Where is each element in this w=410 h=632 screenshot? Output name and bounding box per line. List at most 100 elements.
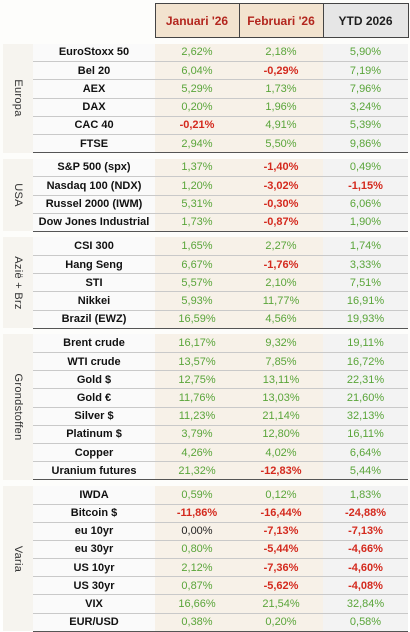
value-januari: 6,04% bbox=[155, 61, 239, 81]
value-januari: -11,86% bbox=[155, 504, 239, 523]
table-row: US 10yr 2,12% -7,36% -4,60% bbox=[3, 558, 408, 578]
group-label-cell: Europa bbox=[3, 43, 33, 153]
instrument-name: Gold $ bbox=[33, 370, 155, 390]
table-row: FTSE 2,94% 5,50% 9,86% bbox=[3, 134, 408, 154]
value-januari: 13,57% bbox=[155, 352, 239, 372]
value-januari: 0,80% bbox=[155, 540, 239, 560]
instrument-name: CAC 40 bbox=[33, 116, 155, 135]
value-februari: -5,44% bbox=[239, 540, 323, 560]
table-row: CAC 40 -0,21% 4,91% 5,39% bbox=[3, 116, 408, 135]
group-label: USA bbox=[12, 183, 24, 207]
value-ytd: 7,19% bbox=[323, 61, 408, 81]
value-januari: -0,21% bbox=[155, 116, 239, 135]
value-februari: 13,11% bbox=[239, 370, 323, 390]
table-row: AEX 5,29% 1,73% 7,96% bbox=[3, 79, 408, 99]
value-januari: 16,17% bbox=[155, 334, 239, 354]
table-row: Gold €11,76% 13,03% 21,60% bbox=[3, 388, 408, 408]
value-februari: -3,02% bbox=[239, 176, 323, 196]
value-januari: 16,66% bbox=[155, 594, 239, 614]
header-row: Januari '26 Februari '26 YTD 2026 bbox=[3, 3, 409, 38]
value-ytd: 0,49% bbox=[323, 158, 408, 178]
value-ytd: -24,88% bbox=[323, 504, 408, 523]
group-label: Europa bbox=[12, 79, 24, 117]
value-februari: 1,73% bbox=[239, 79, 323, 99]
value-januari: 12,75% bbox=[155, 370, 239, 390]
value-februari: -1,40% bbox=[239, 158, 323, 178]
value-januari: 5,93% bbox=[155, 291, 239, 311]
table-row: US 30yr 0,87% -5,62% -4,08% bbox=[3, 576, 408, 596]
value-januari: 21,32% bbox=[155, 461, 239, 481]
instrument-name: FTSE bbox=[33, 134, 155, 154]
group-label-cell: USA bbox=[3, 158, 33, 232]
value-ytd: 16,72% bbox=[323, 352, 408, 372]
value-januari: 1,20% bbox=[155, 176, 239, 196]
value-februari: 2,10% bbox=[239, 273, 323, 293]
instrument-name: Copper bbox=[33, 443, 155, 463]
table-row: Azië + Brz CSI 300 1,65% 2,27% 1,74% bbox=[3, 237, 408, 329]
value-februari: 13,03% bbox=[239, 388, 323, 408]
value-ytd: -4,08% bbox=[323, 576, 408, 596]
value-februari: 7,85% bbox=[239, 352, 323, 372]
value-ytd: 5,90% bbox=[323, 43, 408, 63]
value-januari: 0,38% bbox=[155, 613, 239, 632]
value-januari: 2,94% bbox=[155, 134, 239, 154]
instrument-name: US 10yr bbox=[33, 558, 155, 578]
value-februari: 4,91% bbox=[239, 116, 323, 135]
instrument-name: Nikkei bbox=[33, 291, 155, 311]
table-row: eu 30yr 0,80% -5,44% -4,66% bbox=[3, 540, 408, 560]
table-body: Europa EuroStoxx 50 2,62% 2,18% 5,90% Bel 20 6… bbox=[3, 43, 408, 632]
header-januari: Januari '26 bbox=[154, 3, 240, 38]
value-januari: 1,73% bbox=[155, 213, 239, 232]
value-januari: 0,87% bbox=[155, 576, 239, 596]
value-februari: 2,18% bbox=[239, 43, 323, 63]
group-label-cell: Azië + Brz bbox=[3, 237, 33, 329]
value-februari: 11,77% bbox=[239, 291, 323, 311]
value-februari: 1,96% bbox=[239, 98, 323, 117]
value-januari: 5,29% bbox=[155, 79, 239, 99]
table-row: Silver $11,23% 21,14% 32,13% bbox=[3, 407, 408, 426]
value-januari: 5,31% bbox=[155, 195, 239, 214]
instrument-name: eu 30yr bbox=[33, 540, 155, 560]
value-februari: -0,87% bbox=[239, 213, 323, 232]
value-ytd: 19,11% bbox=[323, 334, 408, 354]
table-row: Brazil (EWZ) 16,59% 4,56% 19,93% bbox=[3, 310, 408, 329]
value-ytd: 3,33% bbox=[323, 255, 408, 275]
value-januari: 0,00% bbox=[155, 522, 239, 541]
value-ytd: 6,06% bbox=[323, 195, 408, 214]
value-ytd: -7,13% bbox=[323, 522, 408, 541]
value-januari: 2,12% bbox=[155, 558, 239, 578]
table-row: VIX 16,66% 21,54% 32,84% bbox=[3, 594, 408, 614]
instrument-name: Russel 2000 (IWM) bbox=[33, 195, 155, 214]
value-ytd: 32,13% bbox=[323, 407, 408, 426]
value-januari: 0,59% bbox=[155, 485, 239, 505]
group-label-cell: Grondstoffen bbox=[3, 334, 33, 480]
instrument-name: CSI 300 bbox=[33, 237, 155, 257]
value-januari: 6,67% bbox=[155, 255, 239, 275]
instrument-name: S&P 500 (spx) bbox=[33, 158, 155, 178]
value-ytd: 32,84% bbox=[323, 594, 408, 614]
instrument-name: WTI crude bbox=[33, 352, 155, 372]
group-label-cell: Varia bbox=[3, 485, 33, 632]
value-februari: -12,83% bbox=[239, 461, 323, 481]
table-row: Europa EuroStoxx 50 2,62% 2,18% 5,90% bbox=[3, 43, 408, 153]
value-ytd: -4,60% bbox=[323, 558, 408, 578]
table-row: Platinum $3,79% 12,80% 16,11% bbox=[3, 425, 408, 444]
value-ytd: 7,51% bbox=[323, 273, 408, 293]
table-row: eu 10yr 0,00% -7,13% -7,13% bbox=[3, 522, 408, 541]
value-ytd: 19,93% bbox=[323, 310, 408, 329]
value-januari: 1,37% bbox=[155, 158, 239, 178]
table-row: USA S&P 500 (spx) 1,37% -1,40% 0,49% bbox=[3, 158, 408, 232]
header-blank bbox=[3, 3, 155, 38]
value-februari: 2,27% bbox=[239, 237, 323, 257]
table-row: Copper 4,26% 4,02% 6,64% bbox=[3, 443, 408, 463]
instrument-name: Nasdaq 100 (NDX) bbox=[33, 176, 155, 196]
group-label: Azië + Brz bbox=[12, 256, 24, 310]
value-februari: 5,50% bbox=[239, 134, 323, 154]
instrument-name: Bitcoin $ bbox=[33, 504, 155, 523]
instrument-name: Gold € bbox=[33, 388, 155, 408]
value-ytd: 22,31% bbox=[323, 370, 408, 390]
value-ytd: 0,58% bbox=[323, 613, 408, 632]
value-ytd: 6,64% bbox=[323, 443, 408, 463]
instrument-name: EUR/USD bbox=[33, 613, 155, 632]
header-februari: Februari '26 bbox=[238, 3, 324, 38]
